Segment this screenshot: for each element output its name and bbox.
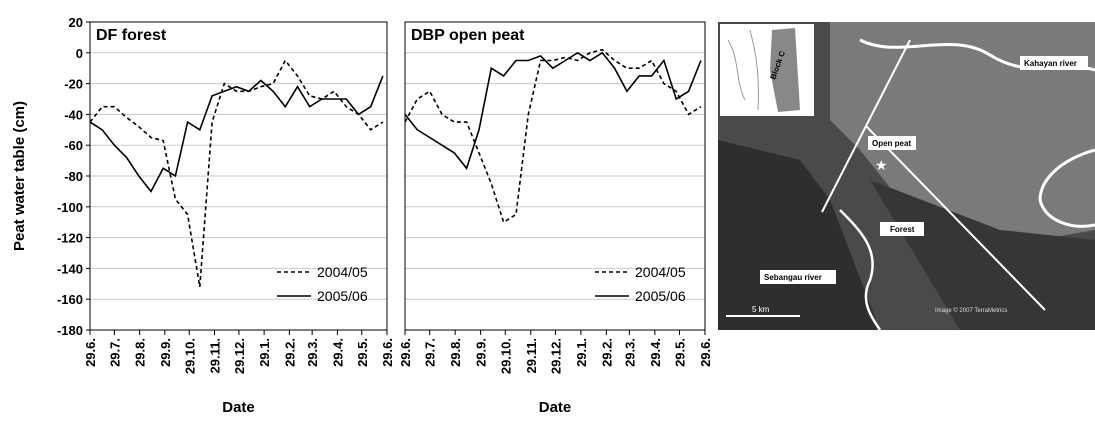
x-tick-label: 29.8. [133, 338, 148, 367]
x-tick-label: 29.3. [305, 338, 320, 367]
x-tick-label: 29.7. [423, 338, 438, 367]
x-tick-label: 29.9. [474, 338, 489, 367]
map-label: Forest [890, 225, 915, 234]
y-tick-label: -100 [57, 200, 83, 215]
y-tick-label: 20 [69, 15, 83, 30]
map-label: 5 km [752, 305, 770, 314]
inset-map [720, 24, 814, 116]
y-tick-label: -180 [57, 323, 83, 338]
map-credit: Image © 2007 TerraMetrics [935, 307, 1007, 314]
series-line [90, 61, 383, 287]
map-label: Kahayan river [1024, 59, 1077, 68]
x-tick-label: 29.1. [574, 338, 589, 367]
x-tick-label: 29.2. [282, 338, 297, 367]
legend-label: 2005/06 [317, 288, 368, 304]
x-tick-label: 29.6. [83, 338, 98, 367]
star: ★ [875, 157, 888, 173]
chart-title: DBP open peat [411, 27, 525, 44]
x-tick-label: 29.11. [207, 338, 222, 373]
x-tick-label: 29.8. [448, 338, 463, 367]
y-tick-label: 0 [76, 46, 83, 61]
x-tick-label: 29.10. [182, 338, 197, 374]
legend-label: 2005/06 [635, 288, 686, 304]
x-tick-label: 29.9. [158, 338, 173, 367]
map-label: Open peat [872, 139, 911, 148]
y-tick-label: -60 [64, 138, 83, 153]
x-tick-label: 29.10. [498, 338, 513, 374]
page: {"chart_data": [ {"type": "line", "title… [0, 0, 1095, 426]
x-tick-label: 29.2. [599, 338, 614, 367]
x-tick-label: 29.5. [673, 338, 688, 367]
x-tick-label: 29.5. [355, 338, 370, 367]
y-axis-label: Peat water table (cm) [11, 101, 28, 251]
series-line [405, 53, 701, 169]
series-line [405, 50, 701, 223]
x-tick-label: 29.6. [380, 338, 395, 367]
legend-label: 2004/05 [635, 264, 686, 280]
figure: ★ Block C Kahayan river Open peat Forest… [0, 0, 1095, 421]
x-tick-label: 29.12. [232, 338, 247, 374]
x-tick-label: 29.1. [257, 338, 272, 367]
x-tick-label: 29.12. [548, 338, 563, 374]
satellite-map: ★ Block C Kahayan river Open peat Forest… [718, 22, 1095, 330]
y-tick-label: -120 [57, 231, 83, 246]
series-line [90, 76, 383, 191]
y-tick-label: -20 [64, 77, 83, 92]
x-tick-label: 29.4. [330, 338, 345, 367]
x-tick-label: 29.3. [622, 338, 637, 367]
chart-title: DF forest [96, 27, 167, 44]
x-tick-label: 29.6. [698, 338, 713, 367]
x-tick-label: 29.7. [107, 338, 122, 367]
legend-label: 2004/05 [317, 264, 368, 280]
x-tick-label: 29.6. [398, 338, 413, 367]
x-axis-label: Date [539, 399, 572, 416]
x-tick-label: 29.11. [524, 338, 539, 373]
x-tick-label: 29.4. [648, 338, 663, 367]
y-tick-label: -160 [57, 292, 83, 307]
y-tick-label: -80 [64, 169, 83, 184]
x-axis-label: Date [222, 399, 255, 416]
y-tick-label: -140 [57, 261, 83, 276]
y-tick-label: -40 [64, 107, 83, 122]
map-label: Sebangau river [764, 273, 822, 282]
